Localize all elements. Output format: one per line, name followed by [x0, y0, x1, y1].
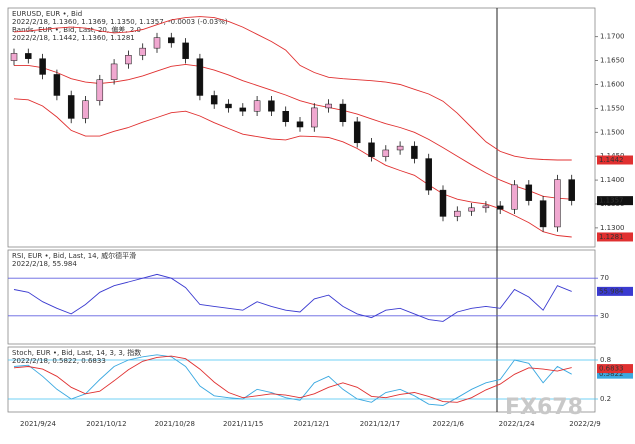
price-tag	[597, 369, 633, 379]
candle-body	[182, 42, 189, 59]
y-tick-label: 1.1650	[600, 57, 625, 65]
x-tick-label: 2021/10/12	[86, 420, 126, 428]
y-tick-label: 30	[600, 312, 609, 320]
candle-body	[382, 149, 390, 157]
candle-body	[325, 103, 332, 109]
rsi-panel	[7, 249, 596, 345]
main-panel	[7, 7, 596, 248]
candle-body	[53, 74, 61, 96]
price-tag-label: 55.984	[599, 287, 624, 295]
panel-subtitle: 2022/2/18, 1.1360, 1.1369, 1.1350, 1.135…	[12, 18, 228, 26]
price-tag	[597, 232, 633, 242]
candle-body	[268, 100, 275, 112]
candle-body	[96, 79, 104, 101]
candle-body	[253, 100, 261, 112]
price-tag-label: 1.1442	[599, 156, 624, 164]
candle-body	[496, 205, 504, 210]
price-tag-label: 0.5822	[599, 370, 624, 378]
stoch-panel	[7, 346, 596, 413]
candle-body	[210, 95, 218, 105]
candle-body	[82, 100, 89, 119]
watermark: FX678	[505, 395, 583, 420]
candle-body	[525, 184, 533, 201]
candle-body	[396, 145, 404, 151]
candle-body	[10, 53, 18, 61]
panel-subtitle: 2022/2/18, 0.5822, 0.6833	[12, 357, 106, 365]
indicator-line	[13, 355, 572, 403]
y-tick-label: 1.1500	[600, 128, 625, 136]
candle-body	[296, 121, 304, 128]
candle-body	[25, 53, 32, 59]
y-tick-label: 1.1400	[600, 176, 625, 184]
panel-title: RSI, EUR •, Bid, Last, 14, 威尔德平滑	[12, 251, 136, 260]
panel-subtitle: 2022/2/18, 1.1442, 1.1360, 1.1281	[12, 34, 135, 42]
indicator-line	[13, 273, 572, 322]
price-tag-label: 0.6833	[599, 365, 624, 373]
candle-body	[439, 189, 447, 217]
x-tick-label: 2022/1/24	[499, 420, 535, 428]
candle-body	[353, 121, 361, 144]
candle-body	[454, 210, 461, 217]
x-tick-label: 2022/2/9	[569, 420, 600, 428]
candle-body	[110, 63, 118, 80]
candle-body	[168, 37, 175, 44]
candle-body	[411, 145, 418, 159]
candle-body	[311, 107, 318, 128]
band-line	[14, 63, 572, 200]
candle-body	[67, 95, 75, 119]
x-tick-label: 2021/10/28	[155, 420, 195, 428]
y-tick-label: 0.8	[600, 356, 611, 364]
price-tag-label: 1.1357	[599, 197, 624, 205]
y-tick-label: 1.1300	[600, 224, 625, 232]
band-line	[13, 16, 572, 161]
candle-body	[554, 179, 561, 228]
x-tick-label: 2021/12/17	[360, 420, 400, 428]
x-tick-label: 2021/9/24	[20, 420, 56, 428]
candle-body	[468, 207, 475, 212]
price-tag	[597, 364, 633, 374]
x-tick-label: 2022/1/6	[433, 420, 465, 428]
y-tick-label: 1.1550	[600, 104, 625, 112]
candle-body	[339, 103, 347, 123]
candle-body	[425, 158, 432, 191]
candle-body	[568, 179, 575, 201]
candle-body	[239, 107, 247, 112]
candle-body	[139, 47, 146, 56]
panel-subtitle: Bands, EUR •, Bid, Last, 20, 偏差, 2.0	[12, 25, 141, 34]
candle-body	[196, 58, 204, 96]
candle-body	[482, 205, 490, 209]
candle-body	[153, 37, 161, 49]
indicator-line	[13, 354, 572, 406]
price-tag	[597, 196, 633, 206]
price-tag	[597, 286, 633, 296]
candle-body	[511, 184, 518, 210]
y-tick-label: 1.1600	[600, 80, 625, 88]
y-tick-label: 0.2	[600, 395, 611, 403]
candle-body	[39, 58, 46, 75]
panel-subtitle: 2022/2/18, 55.984	[12, 260, 77, 268]
x-tick-label: 2021/11/15	[223, 420, 263, 428]
y-tick-label: 70	[600, 274, 609, 282]
panel-title: Stoch, EUR •, Bid, Last, 14, 3, 3, 指数	[12, 348, 141, 357]
price-tag	[597, 155, 633, 165]
panel-title: EURUSD, EUR •, Bid	[12, 10, 82, 18]
x-tick-label: 2021/12/1	[294, 420, 330, 428]
candle-body	[368, 142, 375, 157]
candle-body	[125, 55, 132, 65]
price-tag-label: 1.1281	[599, 233, 624, 241]
candle-body	[539, 200, 547, 228]
candle-body	[282, 110, 289, 123]
y-tick-label: 1.1700	[600, 33, 625, 41]
candle-body	[225, 103, 232, 109]
band-line	[13, 98, 572, 238]
